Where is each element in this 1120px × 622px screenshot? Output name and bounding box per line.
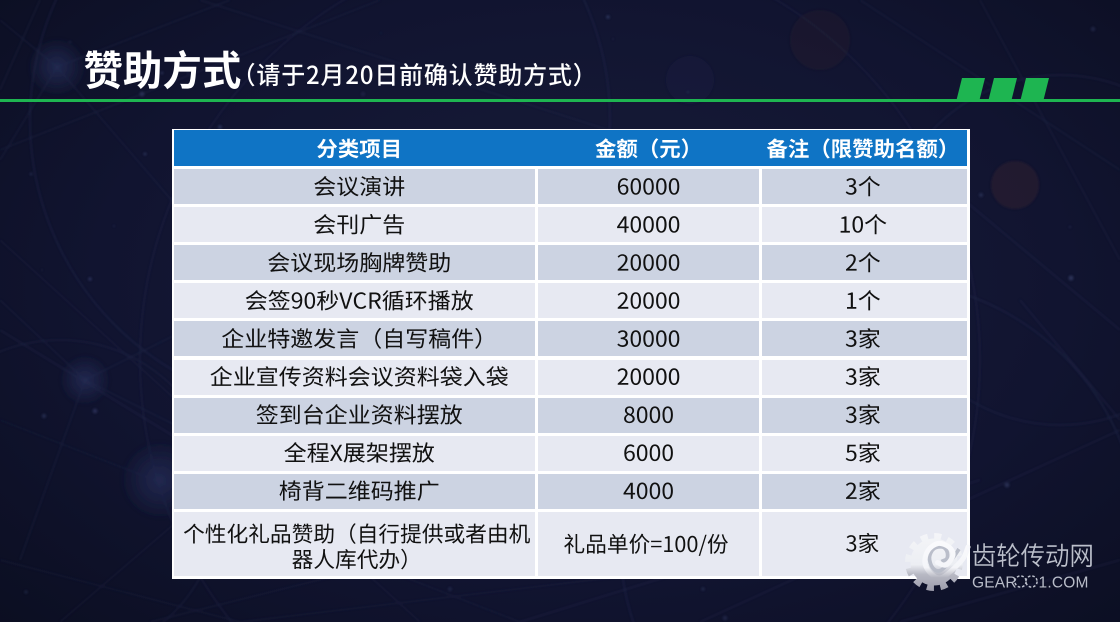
svg-text:GEAR: GEAR	[972, 575, 1017, 592]
svg-text:1.COM: 1.COM	[1039, 575, 1089, 592]
